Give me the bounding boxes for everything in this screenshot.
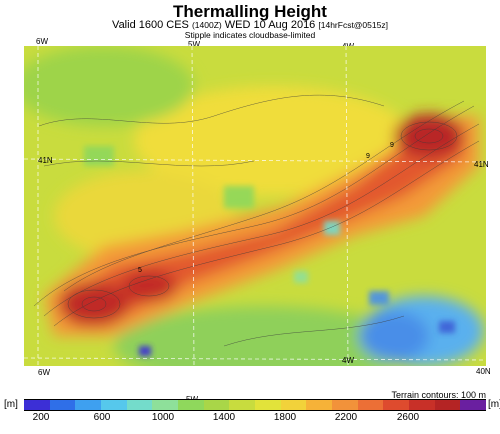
colorbar-segment xyxy=(306,400,333,410)
colorbar-segment xyxy=(126,400,153,410)
colorbar-unit-left: [m] xyxy=(4,399,18,410)
colorbar-segment xyxy=(280,400,307,410)
terrain-contour xyxy=(81,296,107,312)
lon-label-top-5w: 5W xyxy=(188,40,200,49)
terrain-contour xyxy=(223,315,405,347)
valid-time: Valid 1600 CES xyxy=(112,19,189,31)
graticule-line xyxy=(191,46,195,366)
forecast-info: [14hrFcst@0515z] xyxy=(318,20,388,30)
map-title: Thermalling Height xyxy=(173,2,327,21)
graticule-line xyxy=(24,357,486,361)
green-region-south xyxy=(114,306,414,366)
colorbar-unit-right: [m] xyxy=(488,399,500,410)
contour-label: 9 xyxy=(366,153,370,160)
colorbar-segment xyxy=(460,400,487,410)
colorbar-segment xyxy=(409,400,435,410)
zulu-time: (1400Z) xyxy=(191,20,222,30)
lat-label-left-41n: 41N xyxy=(38,156,53,165)
contour-label: 9 xyxy=(390,142,394,149)
colorbar-segment xyxy=(49,400,76,410)
terrain-contour xyxy=(128,275,170,297)
hot-spot-southwest-2 xyxy=(121,270,177,302)
thermalling-height-map: 9 9 5 41N 4W xyxy=(24,46,486,366)
colorbar-segment xyxy=(357,400,384,410)
lon-label-top-6w: 6W xyxy=(36,37,48,46)
stipple-note: Stipple indicates cloudbase-limited xyxy=(184,30,316,40)
colorbar-segment xyxy=(434,400,461,410)
lat-label-right-40n: 40N xyxy=(476,367,491,376)
colorbar xyxy=(24,399,487,411)
colorbar-segment xyxy=(383,400,410,410)
hot-spot-northeast xyxy=(394,114,464,158)
colorbar-segment xyxy=(178,400,204,410)
terrain-contour-note: Terrain contours: 100 m xyxy=(391,390,486,400)
map-subtitle: Valid 1600 CES (1400Z) WED 10 Aug 2016 [… xyxy=(0,19,500,31)
colorbar-tick: 1800 xyxy=(273,412,297,423)
colorbar-segment xyxy=(203,400,230,410)
colorbar-segment xyxy=(24,400,50,410)
colorbar-segment xyxy=(152,400,179,410)
colorbar-segment xyxy=(332,400,358,410)
lon-label-inner-4w: 4W xyxy=(342,356,354,365)
colorbar-tick: 200 xyxy=(32,412,50,423)
graticule-line xyxy=(24,158,486,163)
green-region-northwest xyxy=(24,46,194,126)
yellow-region-north xyxy=(134,86,414,196)
lon-label-bottom-6w: 6W xyxy=(38,368,50,377)
colorbar-tick: 1400 xyxy=(212,412,236,423)
contour-label: 5 xyxy=(138,267,142,274)
colorbar-tick: 1000 xyxy=(151,412,175,423)
terrain-contour xyxy=(400,121,458,151)
valid-date: WED 10 Aug 2016 xyxy=(224,19,316,31)
colorbar-segment xyxy=(229,400,256,410)
colorbar-tick: 600 xyxy=(93,412,111,423)
terrain-contour xyxy=(38,94,385,127)
terrain-contour xyxy=(53,140,480,327)
terrain-contour xyxy=(33,105,475,307)
graticule-line xyxy=(345,46,349,366)
terrain-contour xyxy=(414,128,444,144)
lat-label-right-41n: 41N xyxy=(474,160,489,169)
terrain-contour xyxy=(67,289,121,319)
colorbar-segment xyxy=(75,400,102,410)
colorbar-segment xyxy=(255,400,281,410)
colorbar-tick: 2600 xyxy=(396,412,420,423)
terrain-contour xyxy=(43,160,255,167)
low-area-southeast-2 xyxy=(359,311,429,361)
terrain-contour xyxy=(63,100,465,292)
hot-spot-southwest xyxy=(59,282,129,326)
colorbar-tick: 2200 xyxy=(334,412,358,423)
colorbar-segment xyxy=(101,400,127,410)
terrain-contour xyxy=(43,123,480,317)
